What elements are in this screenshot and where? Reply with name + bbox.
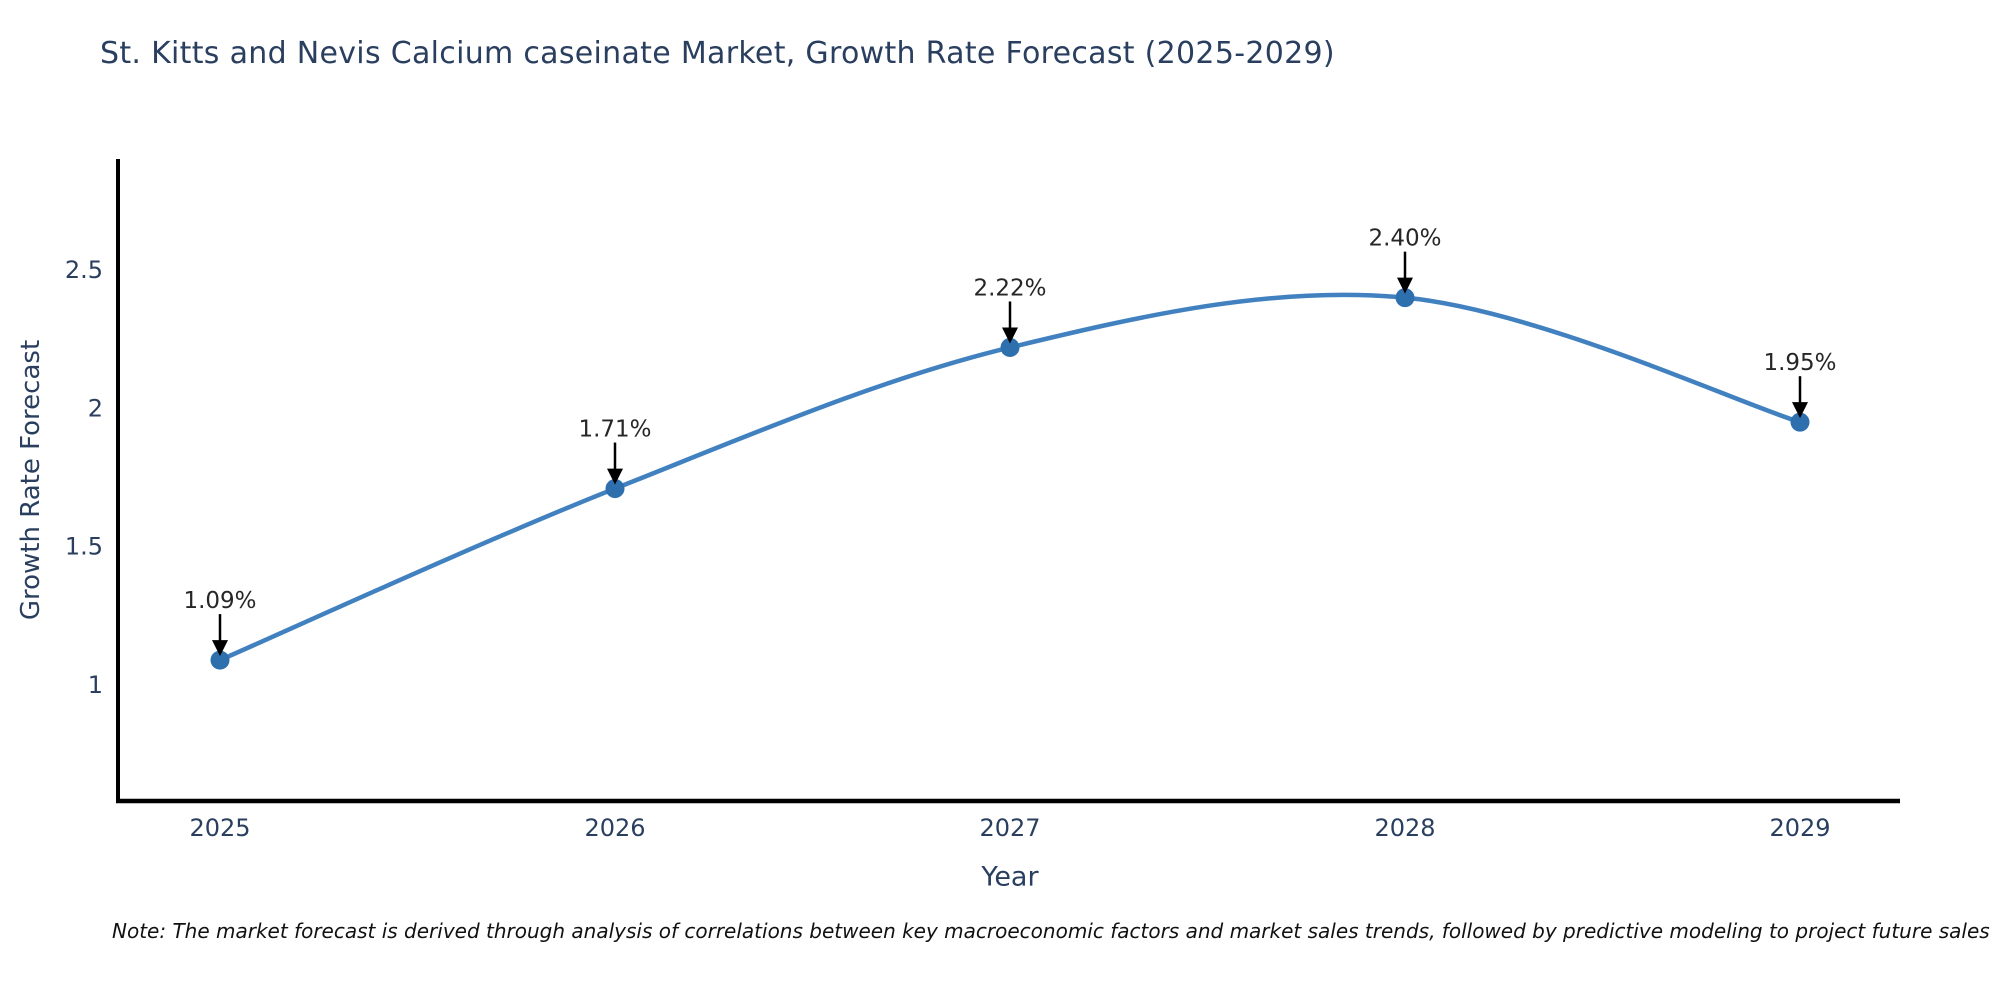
x-tick-label: 2025 [189,814,250,842]
annotation-label: 1.95% [1763,350,1836,376]
data-point-marker [210,650,230,670]
annotation-label: 1.09% [183,588,256,614]
data-point-marker [605,479,625,499]
data-point-marker [1790,412,1810,432]
annotation-label: 2.22% [973,275,1046,301]
annotation-arrowhead [212,640,228,657]
footnote: Note: The market forecast is derived thr… [112,919,1990,943]
y-tick-label: 1 [88,671,103,699]
annotation-arrowhead [1792,402,1808,419]
annotation-label: 2.40% [1368,226,1441,252]
annotation-arrowhead [1002,327,1018,344]
y-tick-label: 2.5 [65,256,103,284]
chart-title: St. Kitts and Nevis Calcium caseinate Ma… [100,36,1335,71]
x-tick-label: 2026 [584,814,645,842]
annotation-arrowhead [607,468,623,485]
data-point-marker [1395,288,1415,308]
annotation-label: 1.71% [578,417,651,443]
y-tick-label: 2 [88,394,103,422]
x-tick-label: 2027 [979,814,1040,842]
y-tick-label: 1.5 [65,533,103,561]
data-point-marker [1000,337,1020,357]
x-tick-label: 2029 [1769,814,1830,842]
annotation-arrowhead [1397,277,1413,294]
x-axis-title: Year [981,861,1039,893]
x-tick-label: 2028 [1374,814,1435,842]
